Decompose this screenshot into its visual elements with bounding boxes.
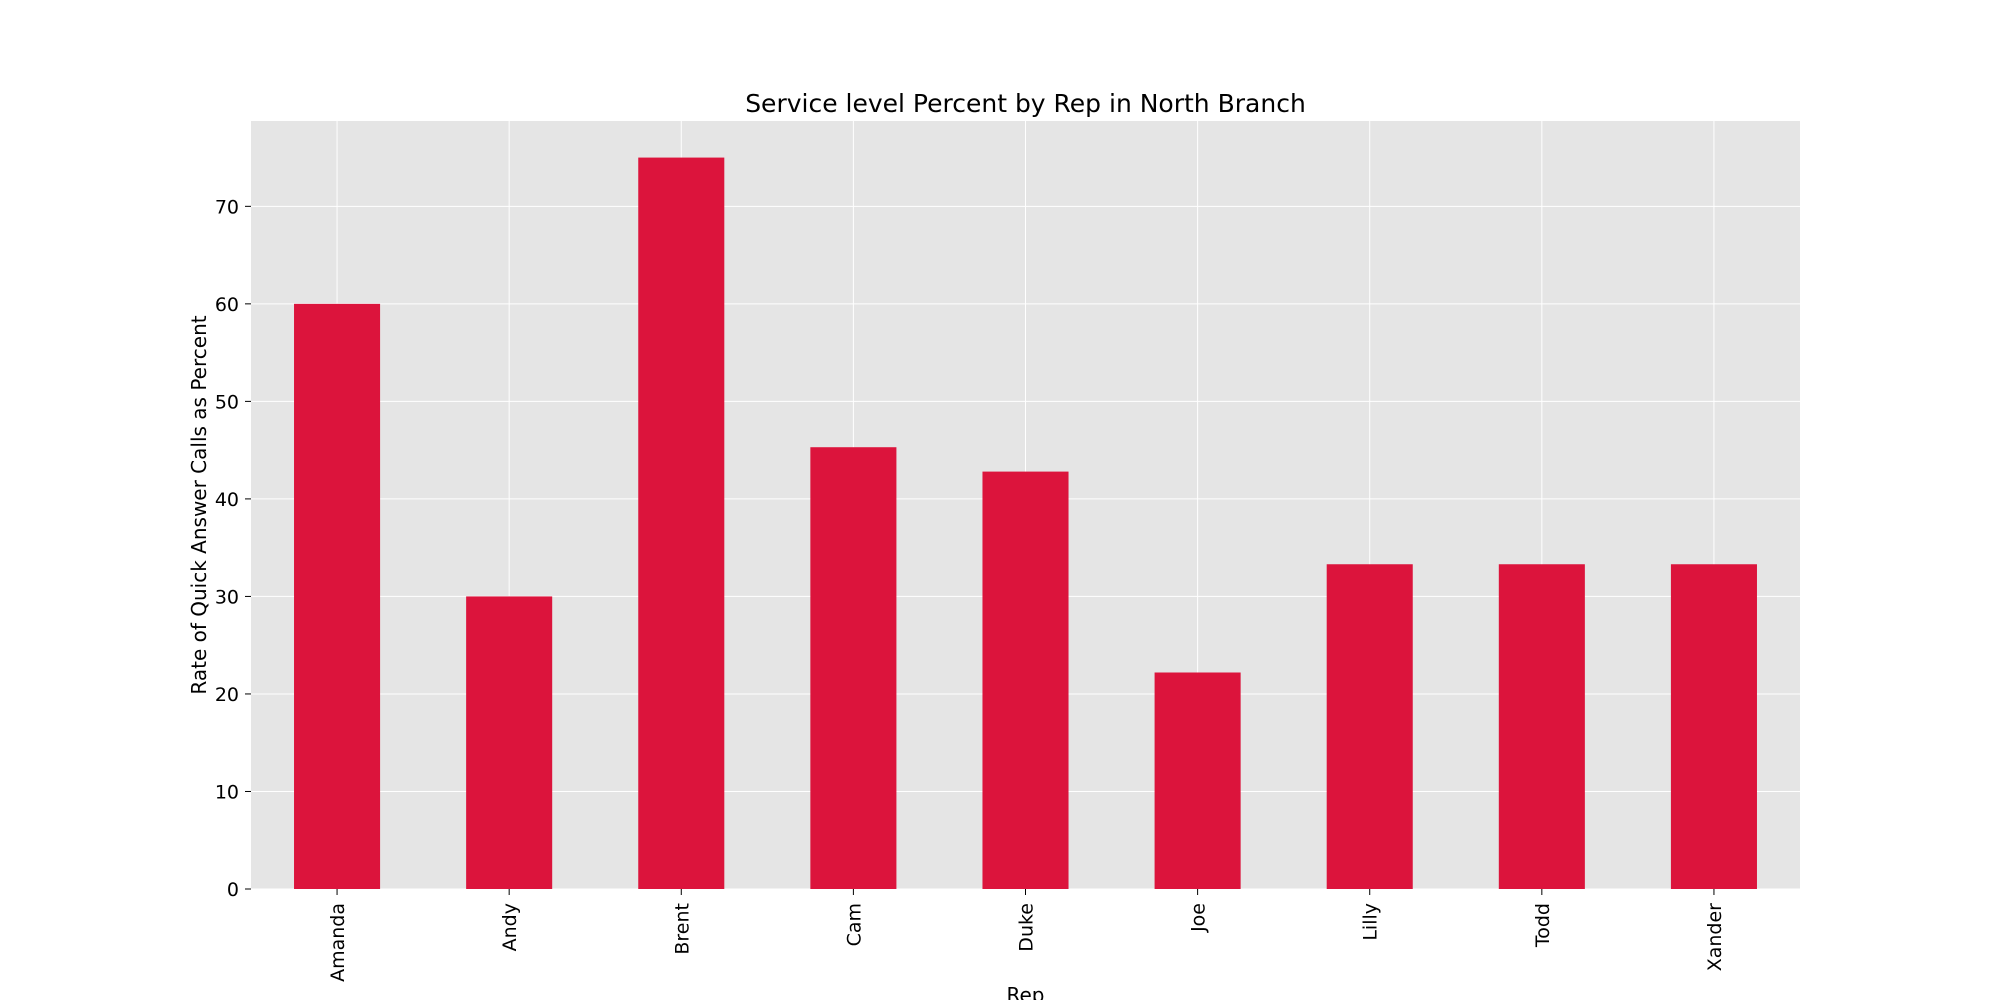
chart-title: Service level Percent by Rep in North Br…	[745, 89, 1306, 118]
y-tick-label: 50	[215, 391, 239, 413]
bar-lilly	[1326, 564, 1413, 889]
x-tick-label: Cam	[843, 903, 865, 946]
bar-xander	[1670, 564, 1757, 889]
bar-cam	[810, 447, 897, 889]
y-tick-label: 20	[215, 684, 239, 706]
x-tick-label: Amanda	[327, 903, 349, 982]
x-tick-label: Xander	[1704, 903, 1726, 971]
bar-andy	[466, 596, 553, 889]
y-axis: 0 10 20 30 40 50 60 70	[215, 196, 251, 901]
bar-duke	[982, 471, 1069, 889]
y-axis-title: Rate of Quick Answer Calls as Percent	[187, 315, 211, 694]
x-tick-label: Duke	[1016, 903, 1038, 952]
bar-amanda	[294, 303, 381, 889]
x-tick-label: Todd	[1532, 903, 1554, 948]
y-tick-label: 30	[215, 586, 239, 608]
x-tick-label: Lilly	[1360, 903, 1382, 941]
x-tick-label: Brent	[671, 903, 693, 955]
x-axis: Amanda Andy Brent Cam Duke Joe Lilly Todd Xander	[327, 889, 1726, 982]
y-tick-label: 70	[215, 196, 239, 218]
x-tick-label: Joe	[1188, 903, 1210, 933]
bar-joe	[1154, 672, 1241, 889]
y-tick-label: 40	[215, 489, 239, 511]
y-tick-label: 10	[215, 781, 239, 803]
x-axis-title: Rep	[1007, 983, 1045, 1000]
x-tick-label: Andy	[499, 903, 521, 951]
bar-brent	[638, 157, 725, 890]
y-tick-label: 0	[227, 879, 239, 901]
y-tick-label: 60	[215, 294, 239, 316]
bar-todd	[1498, 564, 1585, 889]
bars	[294, 157, 1757, 890]
